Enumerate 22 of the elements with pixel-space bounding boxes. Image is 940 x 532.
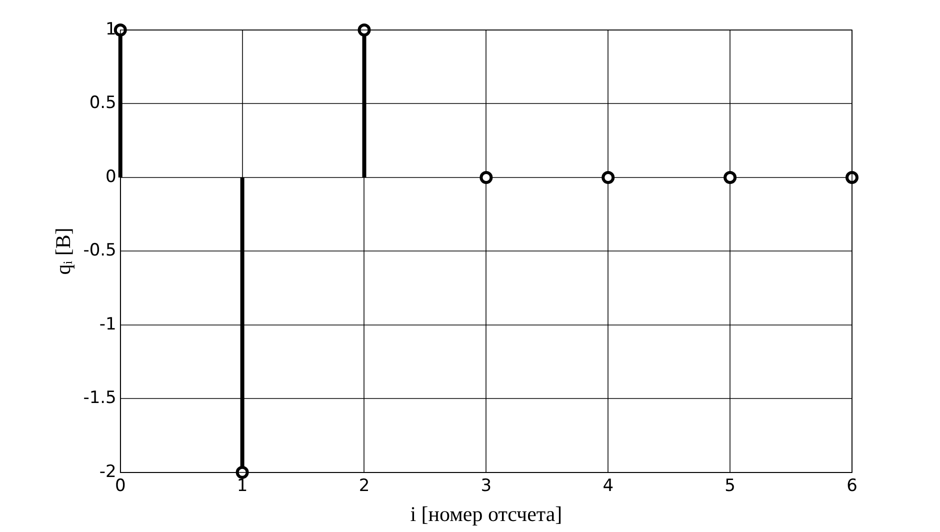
y-tick-label: -1 <box>99 314 116 334</box>
y-axis-title: qᵢ [В] <box>51 228 76 275</box>
x-tick-label: 4 <box>602 476 614 496</box>
y-tick-label: 0 <box>106 166 116 187</box>
y-tick-label: -0.5 <box>83 240 116 261</box>
x-tick-label: 5 <box>724 476 736 496</box>
y-tick-label: -2 <box>99 462 116 482</box>
x-tick-label: 3 <box>480 476 492 496</box>
point <box>114 24 127 36</box>
y-tick-label: 0.5 <box>89 93 116 114</box>
point <box>724 170 737 184</box>
y-tick-label: -1.5 <box>83 388 116 408</box>
point <box>358 24 371 36</box>
x-axis-title: i [номер отсчета] <box>410 502 562 526</box>
point <box>236 466 249 479</box>
x-tick-label: 1 <box>236 476 248 496</box>
point <box>480 170 493 184</box>
x-tick-label: 2 <box>358 476 370 496</box>
x-tick-label: 6 <box>846 476 858 496</box>
y-tick-label: 1 <box>106 19 116 40</box>
point <box>602 170 615 184</box>
point <box>846 170 858 184</box>
